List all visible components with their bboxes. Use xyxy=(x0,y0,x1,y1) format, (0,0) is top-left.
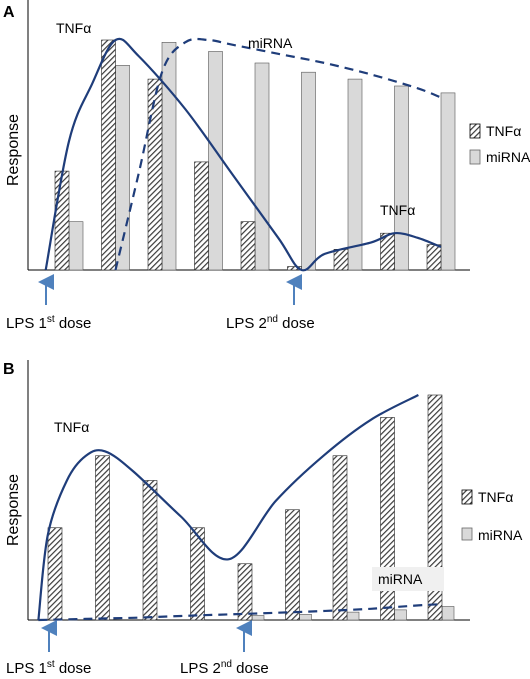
panel-b-letter: B xyxy=(3,361,15,378)
panel-b-ylabel: Response xyxy=(5,474,22,546)
mirna-bar-b-6 xyxy=(299,614,312,621)
mirna-bar-a-9 xyxy=(440,92,456,271)
panel-a-legend: TNFα miRNA xyxy=(469,123,530,165)
tnf-bar-a-2 xyxy=(101,39,116,271)
mirna-bar-a-6 xyxy=(301,71,316,271)
tnf-bar-a-5 xyxy=(240,221,256,271)
panel-a-letter: A xyxy=(3,4,15,21)
panel-b-curve-label-mirna: miRNA xyxy=(378,571,423,587)
panel-b-legend: TNFα miRNA xyxy=(461,489,523,543)
mirna-bar-b-5 xyxy=(251,615,265,621)
tnf-bar-a-9 xyxy=(426,244,442,271)
panel-a-dose2-label: LPS 2nd dose xyxy=(226,314,315,332)
mirna-bar-a-8 xyxy=(394,85,409,271)
legend-a-tnf-label: TNFα xyxy=(486,123,521,139)
tnf-bar-b-9 xyxy=(427,394,443,621)
tnf-bar-b-7 xyxy=(332,455,348,621)
mirna-curve-a xyxy=(114,37,442,271)
panel-b-dose2-label: LPS 2nd dose xyxy=(180,659,269,677)
legend-b-tnf-swatch xyxy=(461,489,473,505)
legend-b-mirna-label: miRNA xyxy=(478,527,523,543)
panel-a-curve-label-tnf-2: TNFα xyxy=(380,202,415,218)
mirna-bar-a-4 xyxy=(208,51,223,271)
tnf-bar-a-8 xyxy=(380,232,395,271)
panel-a-dose1-label: LPS 1st dose xyxy=(6,314,91,332)
legend-a-mirna-label: miRNA xyxy=(486,149,530,165)
mirna-bar-a-1 xyxy=(68,221,84,271)
panel-b: B Response TNFα miRNA TNFα miRNA LPS 1st… xyxy=(3,360,523,677)
mirna-curve-b xyxy=(38,603,443,622)
tnf-bar-b-6 xyxy=(285,509,300,621)
panel-a-bars xyxy=(54,39,456,271)
tnf-curve-a xyxy=(44,37,442,272)
panel-a: A Response TNFα miRNA TNFα TNFα miRNA LP… xyxy=(3,0,530,332)
panel-a-curve-label-tnf: TNFα xyxy=(56,20,91,36)
legend-a-mirna-swatch xyxy=(469,149,481,165)
panel-a-curve-label-mirna: miRNA xyxy=(248,35,293,51)
tnf-bar-a-6 xyxy=(287,266,302,271)
panel-b-curves xyxy=(37,394,443,622)
mirna-bar-a-3 xyxy=(161,41,177,271)
panel-b-mirna-label-bg xyxy=(372,567,444,591)
mirna-bar-b-8 xyxy=(394,609,407,621)
panel-b-curve-label-tnf: TNFα xyxy=(54,419,89,435)
tnf-bar-b-3 xyxy=(142,480,158,621)
tnf-bar-b-5 xyxy=(237,563,253,621)
mirna-bar-b-9 xyxy=(441,606,455,621)
tnf-curve-b xyxy=(37,394,419,621)
mirna-bar-b-7 xyxy=(346,611,360,621)
mirna-bar-a-5 xyxy=(254,62,270,271)
tnf-bar-b-4 xyxy=(190,527,205,621)
tnf-bar-b-1 xyxy=(47,527,63,621)
mirna-bar-a-7 xyxy=(347,78,363,271)
tnf-bar-a-3 xyxy=(147,78,163,271)
panel-b-bars xyxy=(47,394,455,621)
panel-a-ylabel: Response xyxy=(5,114,22,186)
panel-b-dose1-label: LPS 1st dose xyxy=(6,659,91,677)
tnf-bar-b-2 xyxy=(95,455,110,621)
tnf-bar-a-4 xyxy=(194,161,209,271)
panel-a-curves xyxy=(44,37,442,272)
legend-a-tnf-swatch xyxy=(469,123,481,139)
tnf-bar-a-7 xyxy=(333,249,349,271)
legend-b-mirna-swatch xyxy=(461,527,473,541)
tnf-bar-a-1 xyxy=(54,170,70,271)
legend-b-tnf-label: TNFα xyxy=(478,489,513,505)
